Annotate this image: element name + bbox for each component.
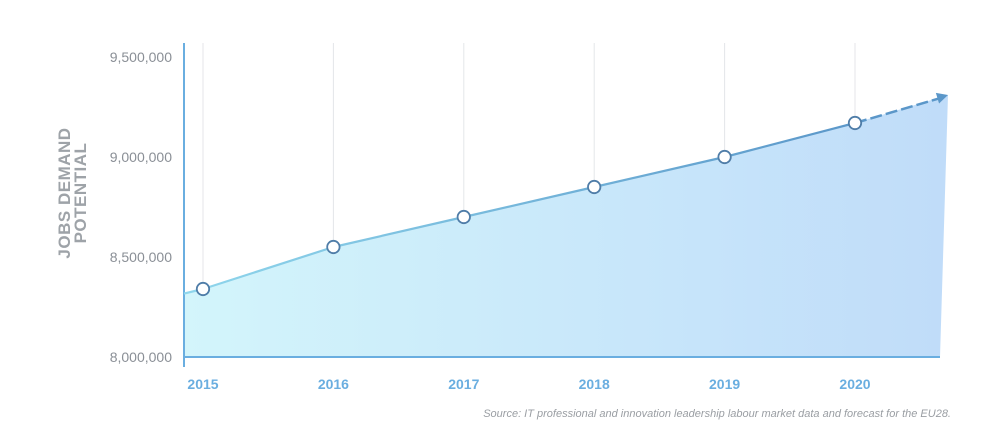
tick-layer: 8,000,000 8,500,000 9,000,000 9,500,000 2015…: [110, 49, 871, 392]
area-layer: [184, 95, 948, 357]
cropped-title-sliver: ——————: [416, 0, 584, 8]
y-axis-title-line-1: JOBS DEMAND: [55, 127, 74, 258]
data-point-2016: [326, 239, 341, 255]
data-point-2018: [587, 179, 602, 195]
forecast-arrowhead: [935, 92, 948, 104]
data-point-2017: [456, 209, 471, 225]
y-axis-title: JOBS DEMAND POTENTIAL: [55, 127, 90, 258]
x-tick-label-2016: 2016: [318, 376, 349, 392]
y-tick-label-8,500,000: 8,500,000: [110, 249, 172, 265]
x-tick-label-2019: 2019: [709, 376, 740, 392]
data-point-2015: [195, 281, 211, 297]
x-tick-label-2018: 2018: [579, 376, 610, 392]
area-fill: [184, 95, 948, 357]
data-point-2020: [847, 115, 863, 131]
y-tick-label-9,500,000: 9,500,000: [110, 49, 172, 65]
axis-layer: [183, 43, 940, 367]
y-tick-label-9,000,000: 9,000,000: [110, 149, 172, 165]
y-axis-title-line-2: POTENTIAL: [71, 143, 90, 244]
data-point-2019: [717, 149, 732, 165]
y-tick-label-8,000,000: 8,000,000: [110, 349, 172, 365]
x-tick-label-2017: 2017: [448, 376, 479, 392]
x-tick-label-2015: 2015: [187, 376, 218, 392]
x-tick-label-2020: 2020: [839, 376, 870, 392]
marker-layer: [195, 115, 863, 297]
source-note: Source: IT professional and innovation l…: [483, 408, 951, 420]
